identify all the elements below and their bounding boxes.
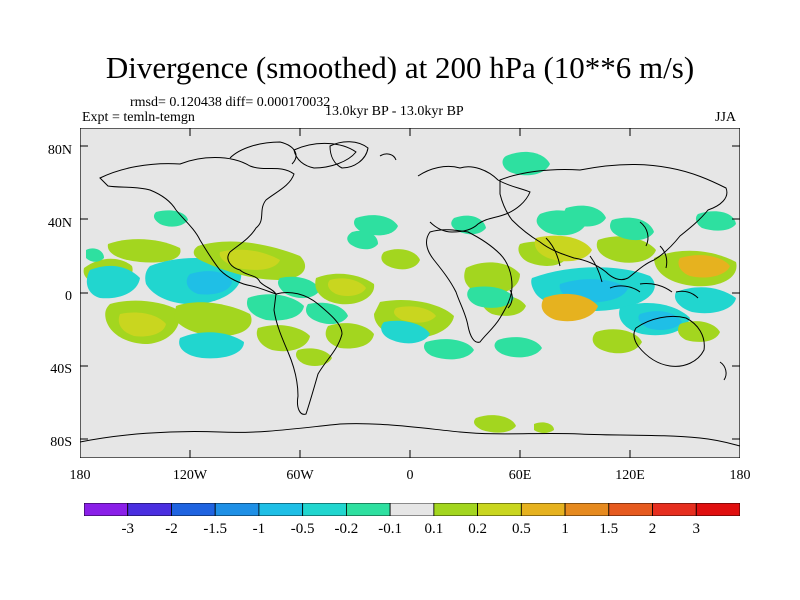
y-label-80s: 80S: [50, 435, 72, 450]
colorbar-swatch: [477, 503, 522, 516]
field-positive: [394, 306, 436, 323]
field-negative: [381, 320, 430, 344]
field-negative: [674, 287, 736, 314]
colorbar-swatch: [214, 503, 260, 516]
field-positive: [325, 323, 374, 349]
field-positive: [381, 249, 420, 270]
x-label-0: 0: [406, 468, 414, 483]
field-positive: [219, 249, 280, 270]
y-label-80n: 80N: [47, 143, 72, 158]
colorbar-label: 0.1: [424, 521, 444, 537]
field-positive: [474, 415, 516, 433]
field-positive: [328, 278, 366, 296]
colorbar-label: 3: [692, 521, 701, 537]
field-negative: [246, 294, 304, 321]
colorbar-label: 2: [648, 521, 657, 537]
colorbar-swatch: [652, 503, 697, 516]
field-negative: [564, 205, 606, 227]
field-positive: [174, 302, 252, 336]
field-negative: [451, 215, 486, 235]
colorbar: [84, 503, 740, 516]
colorbar-swatch: [258, 503, 304, 516]
colorbar-label: 1: [561, 521, 569, 537]
colorbar-swatch: [84, 503, 129, 516]
field-negative: [347, 230, 378, 250]
colorbar-swatch: [433, 503, 478, 516]
colorbar-label: 0.5: [511, 521, 531, 537]
divergence-map: [80, 128, 740, 458]
field-negative: [610, 217, 654, 241]
field-negative: [502, 151, 550, 176]
field-positive: [678, 255, 730, 278]
colorbar-label: -1.5: [203, 521, 228, 537]
field-negative: [86, 248, 104, 262]
x-label-60w: 60W: [286, 468, 314, 483]
y-label-40n: 40N: [47, 216, 72, 231]
field-positive: [541, 293, 598, 322]
field-positive: [464, 262, 520, 295]
colorbar-swatch: [564, 503, 610, 516]
x-label-120e: 120E: [615, 468, 645, 483]
field-negative: [424, 339, 474, 360]
colorbar-label: -3: [121, 521, 134, 537]
y-label-40s: 40S: [50, 362, 72, 377]
colorbar-swatch: [608, 503, 653, 516]
field-positive: [596, 236, 656, 263]
colorbar-swatch: [345, 503, 391, 516]
field-negative: [354, 215, 398, 236]
field-negative: [494, 337, 542, 358]
field-negative: [695, 211, 736, 231]
colorbar-label: -0.2: [334, 521, 359, 537]
colorbar-label: 1.5: [599, 521, 619, 537]
coastlines: [80, 141, 740, 447]
x-label-180w: 180: [69, 468, 91, 483]
x-label-120w: 120W: [172, 468, 208, 483]
period-text: 13.0kyr BP - 13.0kyr BP: [325, 104, 464, 119]
colorbar-label: -2: [165, 521, 178, 537]
field-negative: [186, 271, 232, 295]
colorbar-label: -1: [252, 521, 266, 537]
y-label-eq: 0: [65, 289, 72, 304]
experiment-text: Expt = temln-temgn: [82, 110, 195, 125]
field-positive: [256, 325, 310, 352]
field-negative: [86, 265, 140, 299]
field-positive: [296, 348, 332, 366]
colorbar-swatch: [520, 503, 566, 516]
colorbar-swatch: [302, 503, 347, 516]
field-negative: [638, 311, 682, 330]
field-positive: [118, 312, 166, 337]
season-text: JJA: [715, 110, 737, 125]
field-negative: [306, 302, 348, 325]
divergence-fields: [83, 151, 737, 433]
field-positive: [107, 239, 181, 263]
field-negative: [467, 286, 514, 308]
x-label-60e: 60E: [508, 468, 532, 483]
colorbar-swatch: [695, 503, 740, 516]
colorbar-label: 0.2: [468, 521, 487, 537]
field-negative: [179, 332, 244, 359]
field-positive: [678, 321, 720, 342]
stats-text: rmsd= 0.120438 diff= 0.000170032: [130, 95, 331, 110]
colorbar-swatch: [171, 503, 216, 516]
colorbar-swatch: [127, 503, 172, 516]
colorbar-label: -0.1: [378, 521, 402, 537]
colorbar-swatch: [389, 503, 435, 516]
axis-ticks: [80, 128, 740, 458]
map-title: Divergence (smoothed) at 200 hPa (10**6 …: [105, 50, 695, 85]
field-positive: [592, 329, 642, 354]
colorbar-label: -0.5: [290, 521, 315, 537]
x-label-180e: 180: [729, 468, 751, 483]
field-positive: [534, 422, 554, 433]
